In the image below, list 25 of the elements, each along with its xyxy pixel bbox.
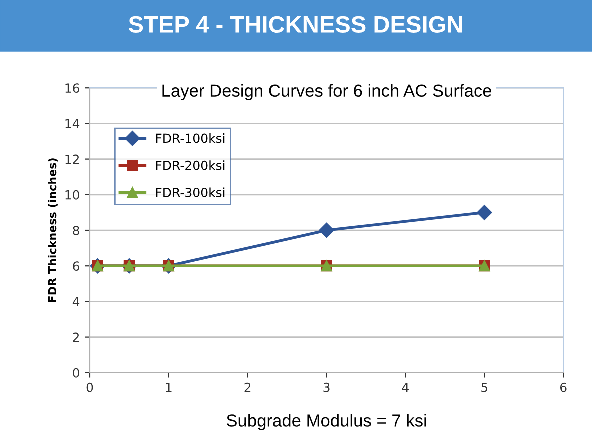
y-tick-label: 4 <box>72 297 80 306</box>
x-tick-label: 1 <box>166 383 172 392</box>
y-tick-label: 12 <box>66 154 80 164</box>
y-tick-label: 0 <box>73 368 80 378</box>
x-tick-label: 4 <box>402 383 409 392</box>
x-tick-label: 3 <box>324 382 330 392</box>
x-tick-label: 0 <box>86 382 94 392</box>
legend-label: FDR-200ksi <box>156 160 225 170</box>
y-tick-label: 8 <box>73 226 80 236</box>
y-tick-label: 6 <box>73 262 80 272</box>
legend-label: FDR-300ksi <box>156 188 225 198</box>
y-tick-label: 2 <box>73 332 80 342</box>
y-axis-title: FDR Thickness (inches) <box>48 158 58 302</box>
point <box>319 222 334 238</box>
x-axis-title: Subgrade Modulus = 7 ksi <box>226 414 426 430</box>
point <box>477 205 492 220</box>
x-tick-label: 5 <box>482 383 488 392</box>
chart-subtitle: Layer Design Curves for 6 inch AC Surface <box>162 84 492 100</box>
y-tick-label: 10 <box>66 190 80 200</box>
chart-title: STEP 4 - THICKNESS DESIGN <box>128 16 462 34</box>
x-tick-label: 6 <box>560 382 567 392</box>
y-tick-label: 14 <box>66 119 80 128</box>
x-tick-label: 2 <box>244 382 251 392</box>
y-tick-label: 16 <box>66 84 80 94</box>
legend-label: FDR-100ksi <box>156 134 225 144</box>
